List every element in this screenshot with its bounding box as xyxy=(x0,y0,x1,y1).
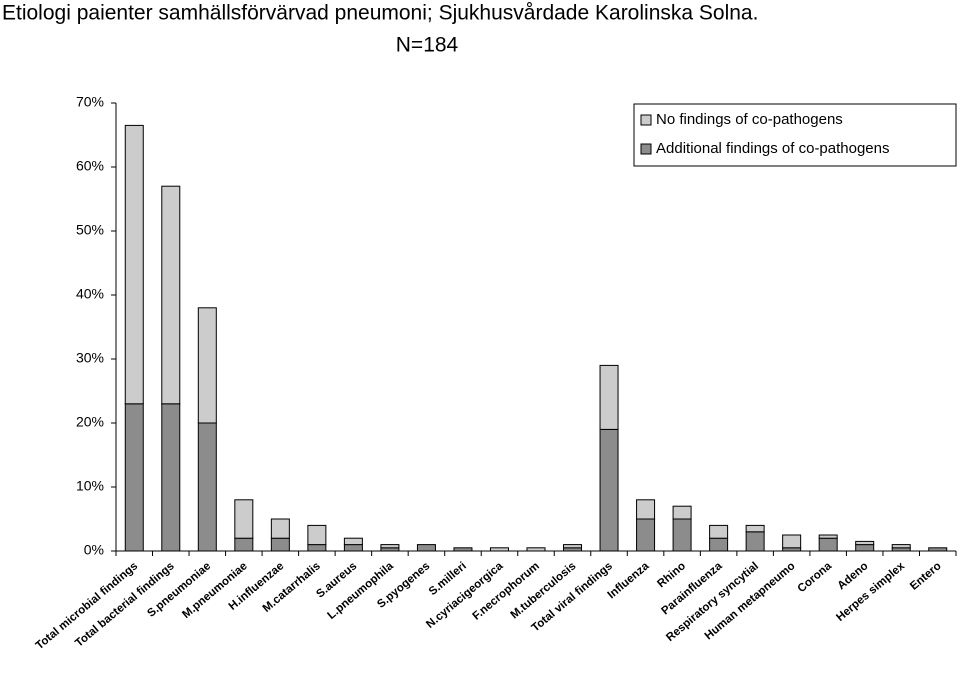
x-tick-label: S.pneumoniae xyxy=(145,560,213,620)
chart-title: Etiologi paienter samhällsförvärvad pneu… xyxy=(2,2,758,25)
y-tick-label: 10% xyxy=(76,478,104,494)
bar-segment xyxy=(343,537,363,546)
bar-segment xyxy=(197,422,217,552)
bar-segment xyxy=(745,524,765,533)
bar-segment xyxy=(672,505,692,520)
y-tick-label: 50% xyxy=(76,222,104,238)
x-tick-label: L.pneumophila xyxy=(325,560,396,622)
bar-segment xyxy=(745,531,765,552)
x-tick-label: Influenza xyxy=(606,560,652,602)
bar-segment xyxy=(234,499,254,539)
bar-segment xyxy=(343,544,363,552)
bar-segment xyxy=(161,403,181,552)
bar-segment xyxy=(818,537,838,552)
bar-segment xyxy=(782,534,802,549)
bar-segment xyxy=(563,544,583,549)
y-tick-label: 30% xyxy=(76,350,104,366)
bar-segment xyxy=(599,428,619,552)
x-tick-label: Corona xyxy=(796,560,835,595)
bar-segment xyxy=(307,544,327,552)
x-tick-label: F.necrophorum xyxy=(471,560,542,623)
y-tick-label: 20% xyxy=(76,414,104,430)
bar-segment xyxy=(124,403,144,552)
y-tick-label: 40% xyxy=(76,286,104,302)
bar-segment xyxy=(270,537,290,552)
bar-segment xyxy=(709,537,729,552)
bar-segment xyxy=(818,534,838,539)
bar-segment xyxy=(380,544,400,549)
bar-segment xyxy=(599,364,619,430)
bar-segment xyxy=(307,524,327,546)
bar-segment xyxy=(709,524,729,539)
y-tick-label: 0% xyxy=(84,542,104,558)
bar-segment xyxy=(636,499,656,520)
bar-segment xyxy=(855,544,875,552)
x-tick-label: Herpes simplex xyxy=(834,560,907,624)
legend-box xyxy=(633,103,957,167)
bar-segment xyxy=(161,185,181,405)
legend-label: No findings of co-pathogens xyxy=(656,111,843,128)
y-tick-label: 70% xyxy=(76,94,104,110)
bar-segment xyxy=(197,307,217,424)
bar-segment xyxy=(891,544,911,549)
legend-swatch xyxy=(640,114,652,126)
bar-segment xyxy=(672,518,692,552)
bar-segment xyxy=(636,518,656,552)
bar-segment xyxy=(270,518,290,539)
x-tick-label: Entero xyxy=(908,560,944,593)
chart-subtitle: N=184 xyxy=(396,34,459,57)
x-tick-label: Rhino xyxy=(655,560,688,590)
x-tick-label: M.pneumoniae xyxy=(180,560,249,621)
legend-swatch xyxy=(640,143,652,155)
bar-segment xyxy=(234,537,254,552)
bar-segment xyxy=(855,540,875,546)
legend-label: Additional findings of co-pathogens xyxy=(656,140,890,157)
bar-segment xyxy=(124,124,144,405)
y-tick-label: 60% xyxy=(76,158,104,174)
bar-segment xyxy=(416,544,436,552)
x-tick-label: M.tuberculosis xyxy=(509,560,579,621)
